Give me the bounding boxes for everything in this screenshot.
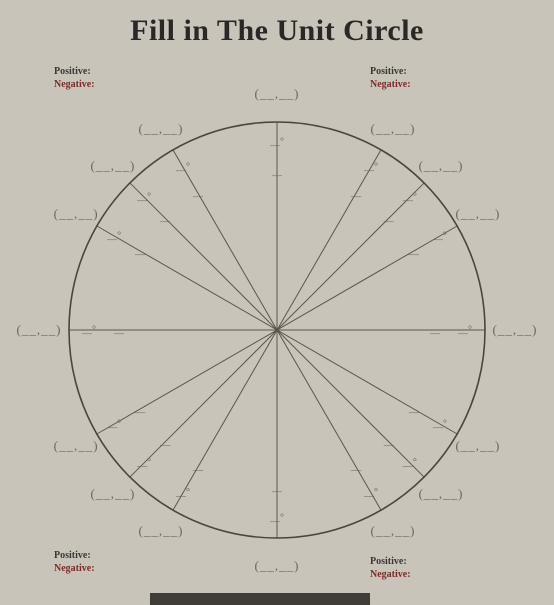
angle-degree-blank[interactable]: __° <box>402 191 417 202</box>
angle-degree-blank[interactable]: __° <box>363 487 378 498</box>
angle-radian-blank[interactable]: __ <box>159 213 171 224</box>
coord-blank[interactable]: (__,__) <box>493 322 538 338</box>
angle-radian-blank[interactable]: __ <box>350 461 362 472</box>
coord-blank[interactable]: (__,__) <box>455 206 500 222</box>
angle-degree-blank[interactable]: __° <box>457 324 472 335</box>
coord-blank[interactable]: (__,__) <box>371 523 416 539</box>
coord-blank[interactable]: (__,__) <box>419 158 464 174</box>
coord-blank[interactable]: (__,__) <box>17 322 62 338</box>
angle-degree-blank[interactable]: __° <box>402 457 417 468</box>
coord-blank[interactable]: (__,__) <box>255 86 300 102</box>
coord-blank[interactable]: (__,__) <box>139 121 184 137</box>
angle-radian-blank[interactable]: __ <box>408 245 420 256</box>
angle-degree-blank[interactable]: __° <box>363 161 378 172</box>
angle-radian-blank[interactable]: __ <box>113 324 125 335</box>
coord-blank[interactable]: (__,__) <box>54 206 99 222</box>
angle-radian-blank[interactable]: __ <box>134 403 146 414</box>
angle-degree-blank[interactable]: __° <box>269 512 284 523</box>
angle-radian-blank[interactable]: __ <box>408 403 420 414</box>
angle-radian-blank[interactable]: __ <box>192 461 204 472</box>
coord-blank[interactable]: (__,__) <box>139 523 184 539</box>
page-container: Fill in The Unit Circle Positive: Negati… <box>0 0 554 605</box>
coord-blank[interactable]: (__,__) <box>255 558 300 574</box>
angle-degree-blank[interactable]: __° <box>136 457 151 468</box>
angle-radian-blank[interactable]: __ <box>383 213 395 224</box>
angle-radian-blank[interactable]: __ <box>192 187 204 198</box>
coord-blank[interactable]: (__,__) <box>90 158 135 174</box>
bottom-strip <box>150 593 370 605</box>
angle-radian-blank[interactable]: __ <box>383 436 395 447</box>
angle-radian-blank[interactable]: __ <box>429 324 441 335</box>
angle-degree-blank[interactable]: __° <box>269 136 284 147</box>
coord-blank[interactable]: (__,__) <box>90 486 135 502</box>
angle-radian-blank[interactable]: __ <box>159 436 171 447</box>
angle-radian-blank[interactable]: __ <box>134 245 146 256</box>
angle-radian-blank[interactable]: __ <box>271 482 283 493</box>
angle-degree-blank[interactable]: __° <box>106 230 121 241</box>
coord-blank[interactable]: (__,__) <box>455 438 500 454</box>
angle-degree-blank[interactable]: __° <box>106 418 121 429</box>
coord-blank[interactable]: (__,__) <box>371 121 416 137</box>
angle-degree-blank[interactable]: __° <box>432 418 447 429</box>
angle-degree-blank[interactable]: __° <box>81 324 96 335</box>
angle-degree-blank[interactable]: __° <box>175 487 190 498</box>
coord-blank[interactable]: (__,__) <box>54 438 99 454</box>
angle-radian-blank[interactable]: __ <box>271 166 283 177</box>
angle-radian-blank[interactable]: __ <box>350 187 362 198</box>
angle-degree-blank[interactable]: __° <box>136 191 151 202</box>
angle-degree-blank[interactable]: __° <box>432 230 447 241</box>
coord-blank[interactable]: (__,__) <box>419 486 464 502</box>
angle-degree-blank[interactable]: __° <box>175 161 190 172</box>
